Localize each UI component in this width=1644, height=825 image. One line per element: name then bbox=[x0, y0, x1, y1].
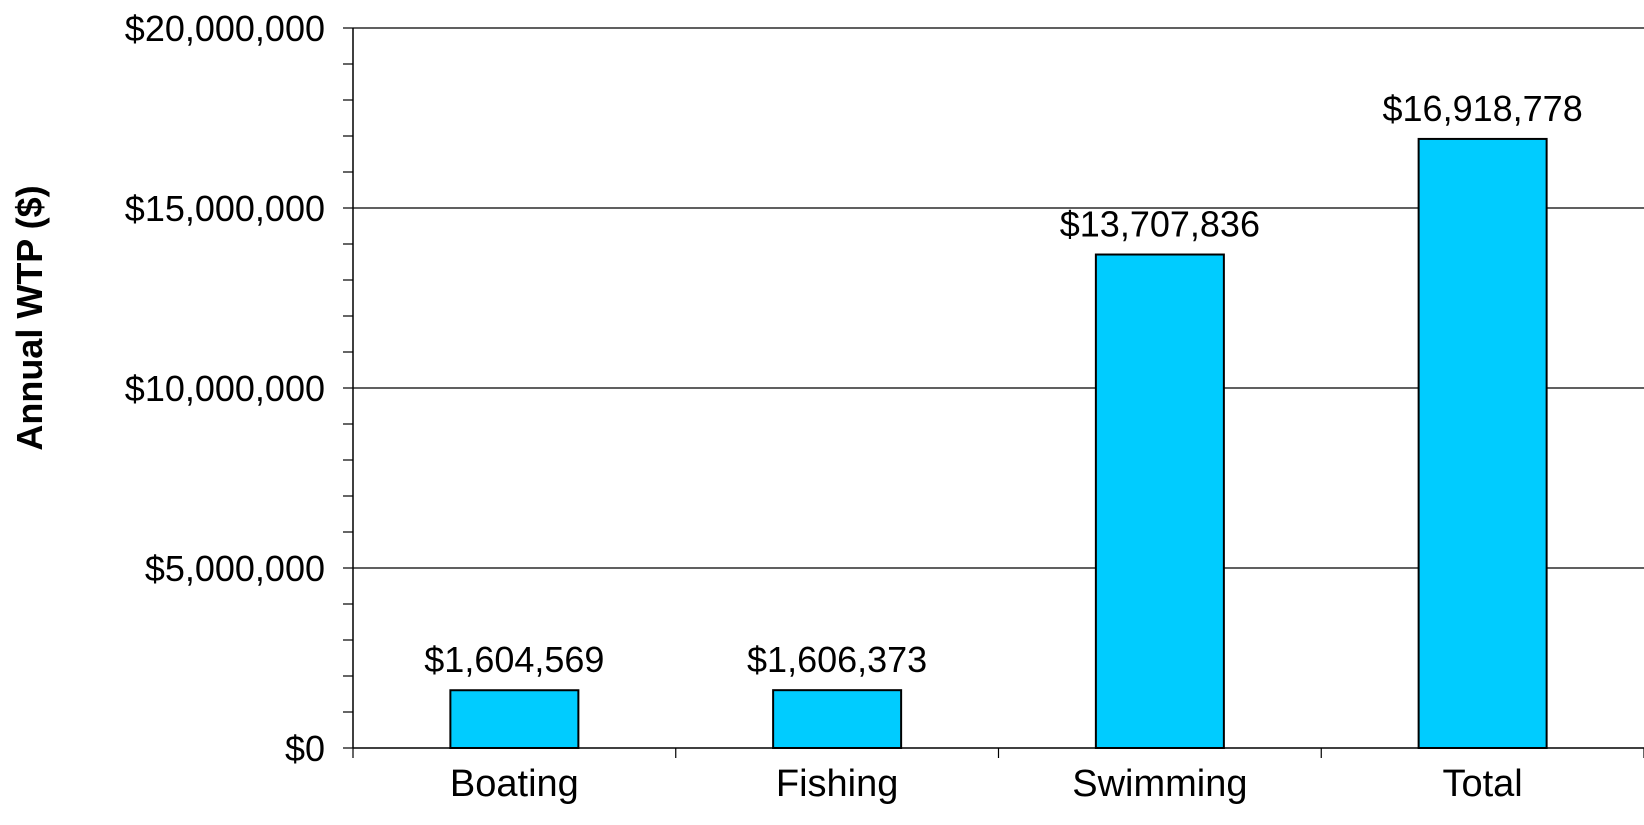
y-axis-title: Annual WTP ($) bbox=[9, 185, 50, 450]
labels: $0 $5,000,000 $10,000,000 $15,000,000 $20,00… bbox=[125, 8, 1583, 805]
x-category-label: Boating bbox=[450, 763, 579, 805]
x-category-label: Total bbox=[1442, 763, 1522, 805]
data-label: $1,604,569 bbox=[424, 639, 604, 680]
bars bbox=[449, 137, 1548, 750]
y-tick-label: $5,000,000 bbox=[145, 548, 325, 589]
data-label: $13,707,836 bbox=[1060, 204, 1260, 245]
data-label: $1,606,373 bbox=[747, 639, 927, 680]
y-tick-label: $20,000,000 bbox=[125, 8, 325, 49]
y-tick-label: $15,000,000 bbox=[125, 188, 325, 229]
x-category-label: Fishing bbox=[776, 763, 899, 805]
y-tick-label: $0 bbox=[285, 728, 325, 769]
y-tick-label: $10,000,000 bbox=[125, 368, 325, 409]
bar-fishing bbox=[772, 689, 903, 750]
bar-swimming bbox=[1094, 253, 1225, 749]
bar-total bbox=[1417, 137, 1548, 749]
bar-boating bbox=[449, 689, 580, 750]
data-label: $16,918,778 bbox=[1383, 88, 1583, 129]
x-category-label: Swimming bbox=[1072, 763, 1247, 805]
